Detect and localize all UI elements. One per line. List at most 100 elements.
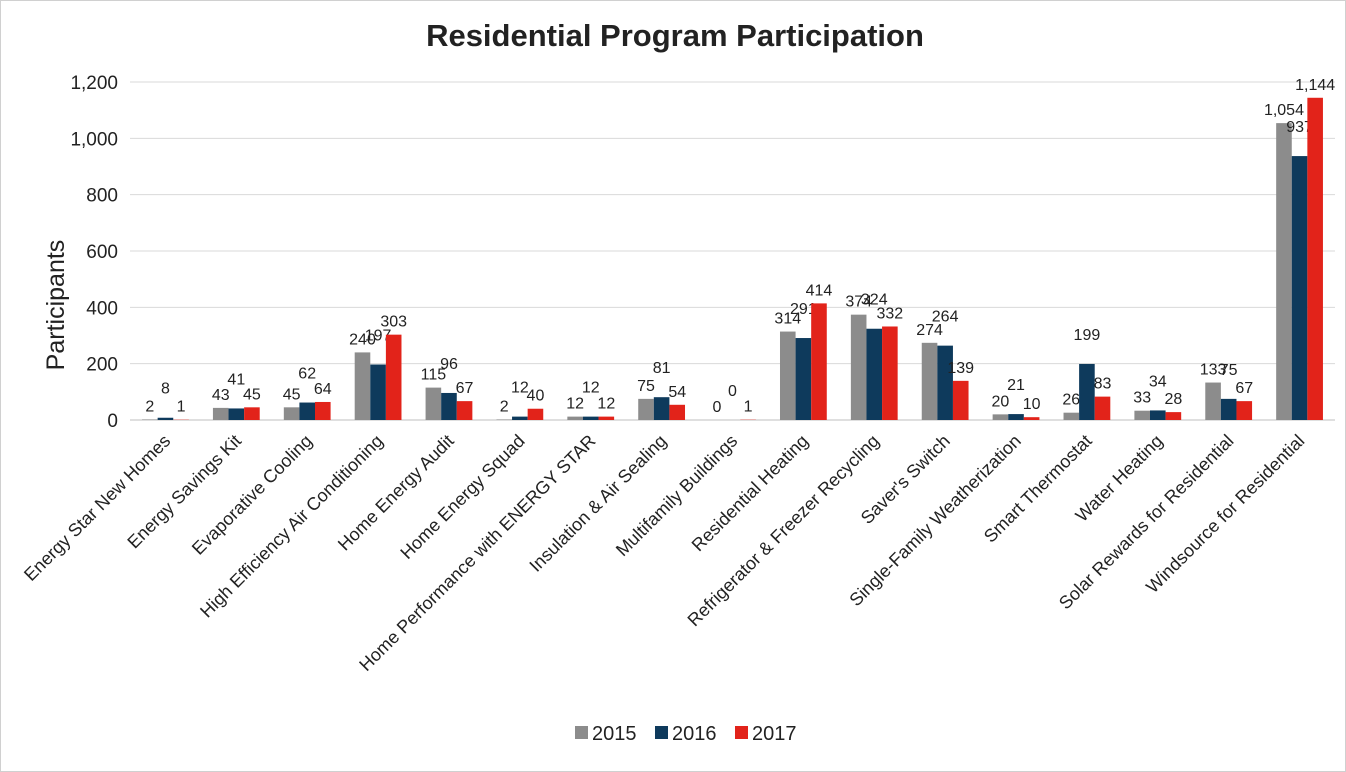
data-label: 240 (349, 331, 376, 348)
bar (157, 417, 174, 420)
data-label: 1 (177, 399, 186, 416)
bar (1236, 401, 1253, 420)
bar (1094, 396, 1111, 420)
data-label: 10 (1023, 396, 1041, 413)
bar (866, 328, 883, 420)
data-label: 2 (500, 398, 509, 415)
bar (1307, 97, 1323, 421)
bar (638, 398, 654, 420)
data-label: 34 (1149, 373, 1167, 390)
bar (1220, 398, 1237, 420)
bar (567, 416, 583, 420)
bar (992, 414, 1009, 420)
bar (385, 334, 402, 420)
legend-swatch (575, 726, 588, 739)
data-label: 12 (511, 380, 529, 397)
data-label: 54 (668, 384, 686, 401)
bar (1149, 410, 1166, 420)
legend-swatch (655, 726, 668, 739)
data-label: 133 (1200, 362, 1227, 379)
bar (441, 392, 457, 420)
data-label: 83 (1094, 376, 1112, 393)
data-label: 274 (916, 322, 943, 339)
data-label: 41 (227, 371, 245, 388)
bar (283, 407, 300, 420)
y-axis-title: Participants (42, 240, 70, 371)
data-label: 115 (421, 367, 447, 384)
data-label: 12 (566, 396, 584, 413)
bar (582, 416, 599, 420)
data-label: 303 (380, 314, 407, 331)
bar (456, 401, 473, 420)
bar (1165, 412, 1182, 420)
data-label: 199 (1074, 327, 1101, 344)
data-label: 43 (212, 387, 230, 404)
bar (653, 397, 670, 420)
data-label: 20 (992, 393, 1010, 410)
data-label: 62 (298, 366, 316, 383)
bar (228, 408, 245, 420)
y-tick-label: 800 (86, 186, 118, 207)
data-label: 12 (597, 396, 615, 413)
bar (212, 407, 229, 420)
data-label: 33 (1133, 390, 1151, 407)
y-tick-label: 1,200 (70, 73, 118, 94)
bar (921, 342, 938, 420)
bar (299, 402, 316, 420)
bar (1063, 412, 1080, 420)
data-label: 26 (1062, 392, 1080, 409)
y-tick-label: 0 (107, 411, 118, 432)
bar (354, 352, 371, 420)
bar (1291, 156, 1308, 420)
data-label: 0 (712, 399, 721, 416)
data-label: 40 (527, 388, 545, 405)
bar (1079, 363, 1095, 420)
bar (779, 331, 796, 420)
bar (1008, 414, 1024, 420)
bar (425, 387, 442, 420)
data-label: 28 (1164, 391, 1182, 408)
y-tick-label: 200 (86, 355, 118, 376)
y-tick-label: 600 (86, 242, 118, 263)
data-label: 139 (947, 360, 974, 377)
bar (496, 419, 513, 420)
data-label: 2 (145, 398, 154, 415)
bar (795, 338, 812, 420)
bar (244, 407, 260, 420)
data-label: 75 (1220, 362, 1238, 379)
bar (669, 404, 686, 420)
data-label: 314 (774, 311, 801, 328)
data-label: 67 (456, 380, 474, 397)
data-label: 332 (877, 305, 904, 322)
bar (937, 345, 953, 420)
data-label: 81 (653, 360, 671, 377)
data-label: 1 (744, 399, 753, 416)
chart-title: Residential Program Participation (426, 18, 924, 53)
bar (1023, 417, 1040, 420)
bar (527, 408, 544, 420)
bar (370, 364, 386, 420)
legend-label: 2017 (752, 723, 797, 745)
data-label: 21 (1007, 377, 1025, 394)
bar (811, 303, 827, 420)
data-label: 45 (243, 386, 261, 403)
bar (850, 314, 867, 420)
bar (952, 380, 969, 420)
bar (1134, 410, 1150, 420)
bar (1276, 123, 1292, 420)
y-tick-label: 1,000 (70, 129, 118, 150)
legend-label: 2016 (672, 723, 717, 745)
data-label: 12 (582, 380, 600, 397)
bar (598, 416, 615, 420)
data-label: 67 (1235, 380, 1253, 397)
data-label: 291 (790, 301, 817, 318)
data-label: 0 (728, 383, 737, 400)
y-tick-label: 400 (86, 298, 118, 319)
bar (142, 419, 158, 420)
data-label: 45 (283, 386, 301, 403)
data-label: 374 (845, 294, 872, 311)
data-label: 64 (314, 381, 332, 398)
bar (315, 401, 331, 420)
